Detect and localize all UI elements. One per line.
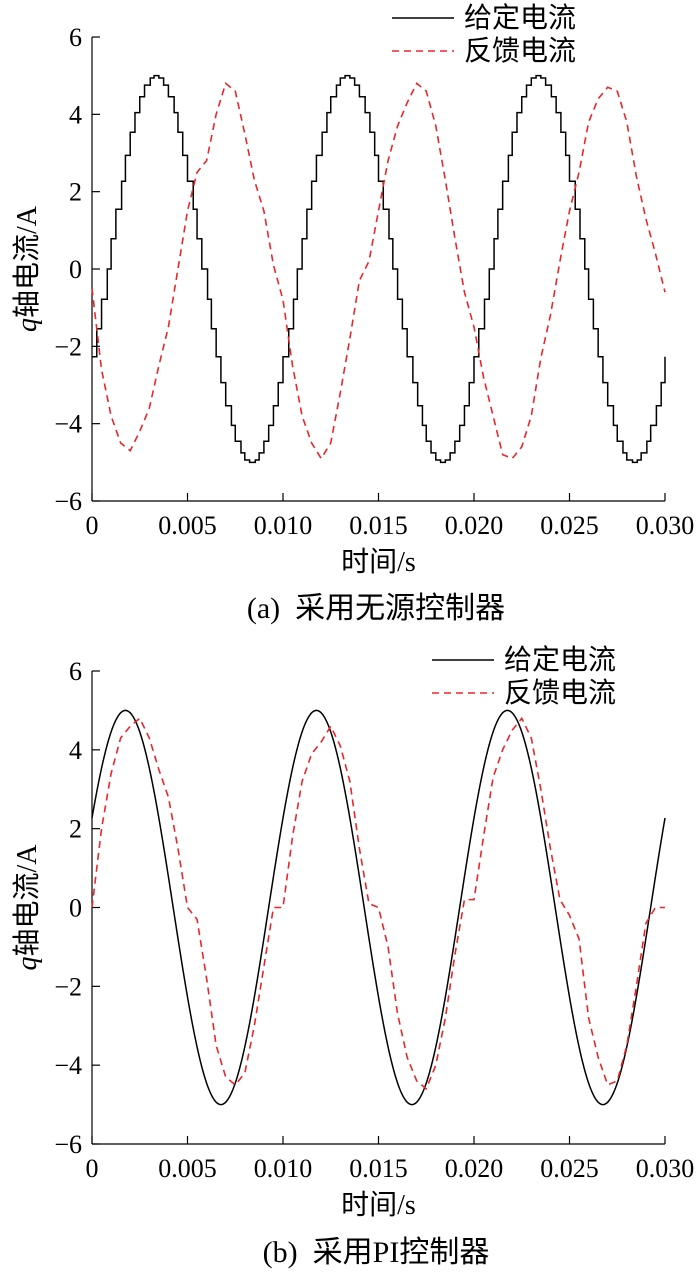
- x-tick-label: 0.025: [540, 511, 599, 540]
- x-tick-label: 0.020: [445, 1154, 504, 1183]
- series-line-feedback: [91, 716, 665, 1091]
- x-tick-label: 0.005: [158, 1154, 217, 1183]
- x-tick-label: 0.020: [445, 511, 504, 540]
- y-tick-label: −6: [54, 1130, 82, 1159]
- panel-caption: (a) 采用无源控制器: [247, 592, 505, 625]
- x-tick-label: 0.005: [158, 511, 217, 540]
- y-axis-label-q: q: [12, 957, 43, 971]
- chart-panel-1: −6 −4 −2 0 2 4 6 0 0.005 0.010 0.015 0.020 0.025 0.03…: [11, 2, 694, 625]
- x-tick-label: 0: [86, 511, 99, 540]
- x-tick-label: 0.010: [254, 511, 313, 540]
- y-tick-label: 2: [69, 178, 82, 207]
- legend-label: 反馈电流: [504, 677, 616, 709]
- x-tick-label: 0.030: [636, 1154, 695, 1183]
- y-tick-label: 4: [69, 100, 82, 129]
- legend-label: 反馈电流: [464, 35, 576, 67]
- x-axis-label: 时间/s: [341, 546, 416, 578]
- y-axis-label: q轴电流/A: [11, 205, 43, 332]
- y-tick-label: 0: [69, 894, 82, 923]
- y-tick-label: 6: [69, 23, 82, 52]
- y-tick-label: −4: [54, 410, 82, 439]
- y-tick-label: 4: [69, 736, 82, 765]
- x-axis-label: 时间/s: [341, 1189, 416, 1221]
- panel-caption: (b) 采用PI控制器: [263, 1236, 490, 1269]
- y-axis-label-q: q: [12, 318, 43, 332]
- series-line-reference: [92, 74, 666, 464]
- y-tick-label: −2: [54, 972, 82, 1001]
- x-tick-label: 0: [86, 1154, 99, 1183]
- legend-label: 给定电流: [464, 2, 576, 34]
- y-tick-label: −6: [54, 487, 82, 516]
- series-line-feedback: [91, 82, 666, 460]
- x-tick-label: 0.025: [540, 1154, 599, 1183]
- y-tick-label: −4: [54, 1051, 82, 1080]
- legend-label: 给定电流: [504, 644, 616, 676]
- y-axis-label: q轴电流/A: [11, 844, 43, 971]
- y-tick-label: 2: [69, 815, 82, 844]
- y-axis-label-text: 轴电流/A: [11, 205, 43, 318]
- y-tick-label: 6: [69, 657, 82, 686]
- series-line-reference: [91, 709, 666, 1106]
- x-tick-label: 0.030: [636, 511, 695, 540]
- y-tick-label: −2: [54, 332, 82, 361]
- y-tick-label: 0: [69, 255, 82, 284]
- x-tick-label: 0.015: [349, 511, 408, 540]
- chart-panel-2: −6 −4 −2 0 2 4 6 0 0.005 0.010 0.015 0.020 0.025 0.03…: [11, 644, 694, 1269]
- x-tick-label: 0.015: [349, 1154, 408, 1183]
- y-axis-label-text: 轴电流/A: [11, 844, 43, 957]
- x-tick-label: 0.010: [254, 1154, 313, 1183]
